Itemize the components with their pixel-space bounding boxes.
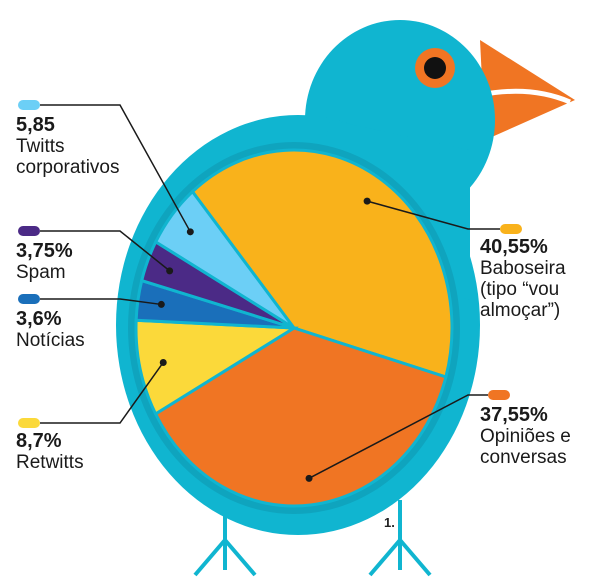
pie-slice <box>134 318 299 417</box>
leader-line <box>40 298 162 306</box>
value-label: 3,75% <box>16 240 73 262</box>
leader-dot <box>186 228 194 236</box>
leader-dot <box>166 267 174 275</box>
pie-slice <box>153 189 296 330</box>
slice-label: 37,55% Opiniões e conversas <box>480 404 592 468</box>
legend-marker <box>18 226 40 236</box>
leader-dot <box>157 300 165 308</box>
value-label: 40,55% <box>480 236 548 258</box>
value-label: 3,6% <box>16 308 62 330</box>
legend-marker <box>488 390 510 400</box>
category-label: Notícias <box>16 330 85 351</box>
slice-label: 3,75% Spam <box>16 240 146 283</box>
category-label: Spam <box>16 262 66 283</box>
value-label: 8,7% <box>16 430 62 452</box>
slice-label: 8,7% Retwitts <box>16 430 146 473</box>
value-label: 37,55% <box>480 404 548 426</box>
leader-line <box>40 230 171 272</box>
legend-marker <box>18 294 40 304</box>
leader-line <box>308 394 488 480</box>
category-label: Retwitts <box>16 452 84 473</box>
leader-dot <box>159 358 167 366</box>
pie-slice <box>153 326 448 508</box>
category-label: Baboseira (tipo “vou almoçar”) <box>480 258 566 321</box>
note: 1. <box>384 515 395 530</box>
slice-label: 3,6% Notícias <box>16 308 146 351</box>
category-label: Twitts corporativos <box>16 136 120 178</box>
legend-marker <box>18 418 40 428</box>
leader-line <box>366 200 500 230</box>
legend-marker <box>500 224 522 234</box>
leader-line <box>40 362 164 424</box>
leader-dot <box>305 474 313 482</box>
slice-label: 40,55% Baboseira (tipo “vou almoçar”) <box>480 236 598 321</box>
leader-line <box>40 104 191 233</box>
legend-marker <box>18 100 40 110</box>
value-label: 5,85 <box>16 114 55 136</box>
slice-label: 5,85 Twitts corporativos <box>16 114 151 178</box>
leader-dot <box>363 197 371 205</box>
category-label: Opiniões e conversas <box>480 426 571 468</box>
